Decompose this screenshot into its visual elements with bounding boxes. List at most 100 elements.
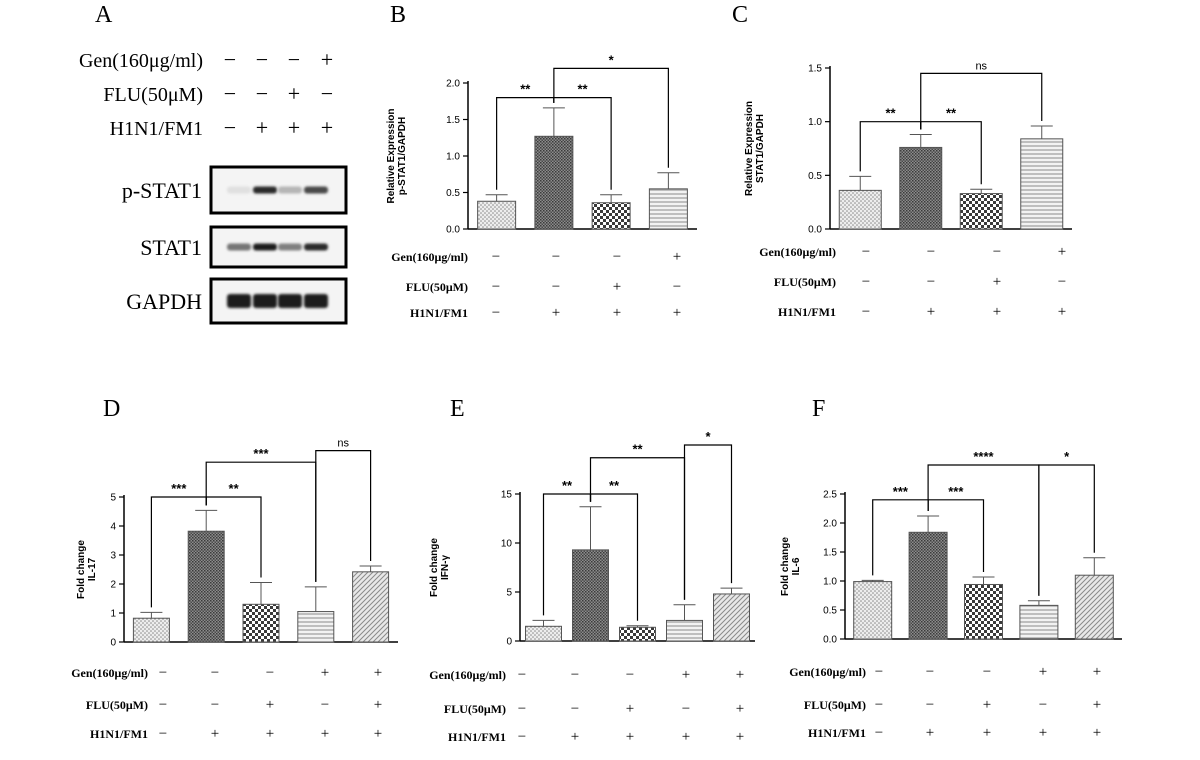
bar — [648, 188, 688, 230]
y-tick-label: 5 — [506, 588, 512, 599]
condition-sign: + — [682, 729, 690, 745]
blot-condition-sign: + — [321, 47, 333, 72]
significance-label: ** — [946, 106, 957, 121]
panel-letter-f: F — [812, 396, 825, 422]
y-tick-label: 1 — [110, 609, 116, 620]
y-axis-label: Fold change — [429, 538, 440, 597]
significance-label: * — [705, 429, 711, 444]
condition-sign: − — [552, 279, 560, 295]
blot-band — [253, 294, 277, 308]
condition-sign: − — [862, 304, 870, 320]
blot-band — [253, 243, 277, 251]
y-axis-label: IFN-γ — [440, 555, 451, 580]
condition-sign: − — [266, 665, 274, 681]
blot-condition-sign: + — [321, 115, 333, 140]
condition-sign: − — [492, 279, 500, 295]
y-axis-label: IL-6 — [791, 557, 802, 575]
condition-sign: + — [1039, 664, 1047, 680]
condition-sign: − — [571, 667, 579, 683]
bar — [534, 135, 574, 230]
condition-sign: + — [983, 725, 991, 741]
significance-label: *** — [171, 481, 187, 496]
condition-sign: − — [518, 701, 526, 717]
condition-sign: − — [875, 664, 883, 680]
significance-label: ** — [632, 442, 643, 457]
blot-condition-sign: − — [224, 81, 236, 106]
significance-label: ** — [520, 82, 531, 97]
condition-sign: + — [266, 697, 274, 713]
bar — [853, 581, 893, 640]
condition-sign: − — [492, 305, 500, 321]
y-tick-label: 15 — [501, 490, 513, 501]
significance-label: ** — [562, 478, 573, 493]
blot-band — [278, 243, 302, 251]
blot-band — [304, 186, 328, 194]
significance-label: ns — [975, 60, 987, 72]
condition-sign: + — [552, 305, 560, 321]
condition-sign: − — [862, 244, 870, 260]
condition-sign: + — [927, 304, 935, 320]
condition-label: H1N1/FM1 — [448, 730, 506, 744]
blot-band — [227, 243, 251, 251]
blot-band — [278, 186, 302, 194]
condition-sign: + — [1039, 725, 1047, 741]
significance-label: *** — [893, 484, 909, 499]
condition-sign: + — [374, 665, 382, 681]
condition-label: H1N1/FM1 — [808, 726, 866, 740]
condition-sign: + — [682, 667, 690, 683]
blot-condition-sign: + — [288, 81, 300, 106]
condition-sign: − — [626, 667, 634, 683]
condition-label: H1N1/FM1 — [90, 727, 148, 741]
condition-sign: + — [626, 729, 634, 745]
condition-label: FLU(50μM) — [444, 702, 506, 716]
bar — [352, 571, 390, 643]
condition-sign: − — [983, 664, 991, 680]
y-tick-label: 1.5 — [823, 548, 837, 559]
blot-condition-sign: − — [256, 47, 268, 72]
y-tick-label: 0.0 — [808, 225, 822, 236]
significance-label: *** — [948, 484, 964, 499]
significance-label: ** — [229, 481, 240, 496]
significance-bracket — [683, 444, 733, 600]
blot-band — [227, 186, 251, 194]
panel-letter-e: E — [450, 396, 465, 422]
y-tick-label: 0.5 — [823, 606, 837, 617]
y-tick-label: 1.0 — [808, 117, 822, 128]
y-tick-label: 1.5 — [808, 64, 822, 75]
y-tick-label: 5 — [110, 493, 116, 504]
y-axis-label: p-STAT1/GAPDH — [397, 117, 408, 196]
condition-sign: + — [673, 249, 681, 265]
condition-sign: + — [1093, 664, 1101, 680]
bar — [666, 619, 703, 642]
y-tick-label: 0.5 — [808, 171, 822, 182]
y-tick-label: 4 — [110, 522, 116, 533]
y-axis-label: STAT1/GAPDH — [755, 114, 766, 183]
significance-label: * — [609, 52, 615, 67]
condition-sign: + — [374, 697, 382, 713]
condition-sign: + — [613, 305, 621, 321]
condition-sign: + — [626, 701, 634, 717]
bar — [525, 625, 562, 642]
blot-condition-label: H1N1/FM1 — [110, 118, 203, 140]
condition-sign: − — [875, 697, 883, 713]
condition-sign: − — [993, 244, 1001, 260]
condition-sign: − — [159, 726, 167, 742]
blot-condition-sign: + — [256, 115, 268, 140]
condition-sign: − — [862, 274, 870, 290]
condition-sign: − — [159, 697, 167, 713]
condition-sign: − — [552, 249, 560, 265]
blot-label: STAT1 — [140, 235, 202, 260]
condition-sign: − — [613, 249, 621, 265]
y-axis-label: IL-17 — [87, 557, 98, 581]
condition-label: FLU(50μM) — [804, 698, 866, 712]
significance-bracket — [553, 67, 669, 168]
bar — [619, 626, 656, 642]
blot-condition-sign: − — [256, 81, 268, 106]
condition-sign: + — [1058, 244, 1066, 260]
blot-band — [253, 186, 277, 194]
condition-sign: + — [1093, 697, 1101, 713]
panel-letter-b: B — [390, 2, 406, 28]
bar — [1074, 574, 1114, 640]
